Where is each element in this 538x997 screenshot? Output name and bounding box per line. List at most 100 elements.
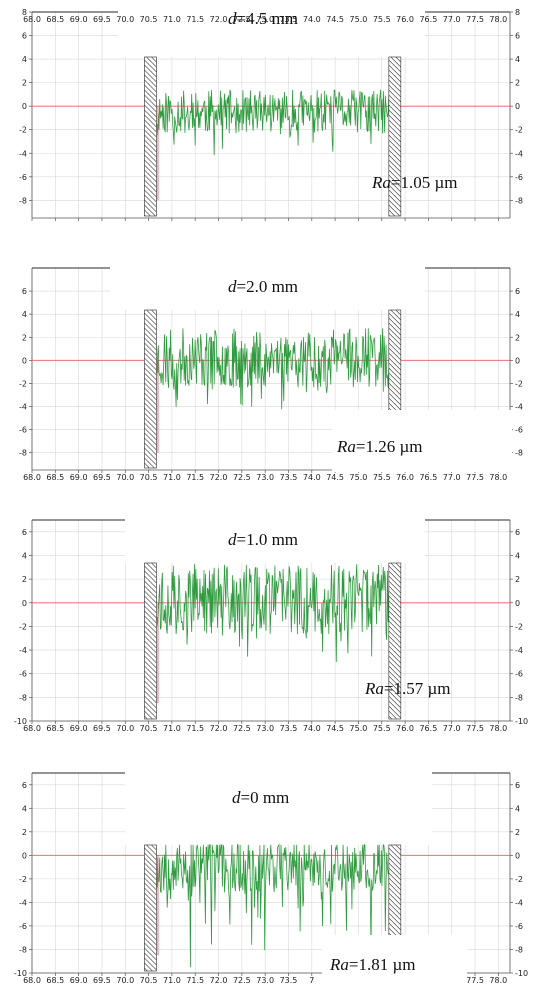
- y-tick-label-left: -10: [14, 717, 27, 726]
- x-tick-label: 75.0: [350, 473, 368, 482]
- y-tick-label-right: 2: [515, 575, 520, 584]
- hatch-stroke: [388, 665, 402, 679]
- x-tick-label: 72.5: [233, 724, 251, 733]
- blank-region: [110, 265, 425, 310]
- hatch-stroke: [144, 645, 157, 659]
- hatch-stroke: [144, 79, 157, 93]
- hatch-stroke: [144, 109, 157, 123]
- hatch-stroke: [144, 204, 156, 217]
- hatch-stroke: [388, 119, 402, 133]
- y-tick-label-left: -8: [19, 449, 27, 458]
- hatch-stroke: [388, 857, 402, 871]
- hatch-stroke: [388, 872, 402, 886]
- x-tick-label: 71.5: [186, 15, 204, 24]
- hatch-stroke: [151, 562, 157, 569]
- x-tick-label: 77.0: [443, 473, 461, 482]
- title-variable: d: [228, 277, 237, 296]
- hatch-stroke: [388, 214, 391, 217]
- hatch-stroke: [388, 922, 402, 936]
- hatch-stroke: [388, 184, 402, 198]
- y-tick-label-right: 4: [515, 310, 520, 319]
- hatch-stroke: [144, 214, 146, 217]
- x-tick-label: 73.0: [256, 473, 274, 482]
- surface-profile-line: [156, 564, 390, 663]
- x-tick-label: 74.5: [326, 724, 344, 733]
- x-tick-label: 74.5: [326, 15, 344, 24]
- hatch-stroke: [144, 912, 157, 926]
- hatch-stroke: [146, 56, 157, 68]
- y-tick-label-right: 2: [515, 333, 520, 342]
- hatch-stroke: [388, 847, 402, 861]
- hatch-stroke: [144, 942, 157, 956]
- y-tick-label-left: -6: [19, 670, 27, 679]
- y-tick-label-right: -10: [515, 717, 528, 726]
- hatch-stroke: [144, 595, 157, 609]
- y-tick-label-left: -4: [19, 646, 27, 655]
- hatch-stroke: [388, 620, 402, 634]
- hatch-stroke: [144, 580, 157, 594]
- hatch-stroke: [388, 660, 402, 674]
- hatch-stroke: [388, 655, 402, 669]
- x-tick-label: 70.5: [140, 15, 158, 24]
- hatch-stroke: [144, 84, 157, 98]
- x-tick-label: 77.0: [443, 15, 461, 24]
- y-tick-label-right: -4: [515, 403, 523, 412]
- x-tick-label: 72.5: [233, 473, 251, 482]
- hatch-stroke: [144, 317, 157, 331]
- hatch-stroke: [388, 862, 402, 876]
- hatch-stroke: [144, 700, 157, 714]
- hatch-stroke: [144, 635, 157, 649]
- y-tick-label-left: 4: [22, 310, 27, 319]
- hatch-stroke: [144, 610, 157, 624]
- surface-profile-line: [156, 328, 390, 410]
- hatch-stroke: [390, 56, 402, 68]
- right-edge-hatch: [388, 562, 402, 720]
- hatch-stroke: [388, 585, 402, 599]
- hatch-stroke: [144, 665, 157, 679]
- hatch-stroke: [144, 695, 157, 709]
- hatch-stroke: [388, 902, 402, 916]
- hatch-stroke: [388, 89, 402, 103]
- hatch-stroke: [388, 109, 402, 123]
- hatch-stroke: [144, 104, 157, 118]
- ra-variable: Ra: [364, 679, 384, 698]
- hatch-stroke: [388, 312, 402, 326]
- hatch-stroke: [388, 362, 402, 376]
- hatch-stroke: [146, 562, 157, 574]
- y-tick-label-left: 2: [22, 333, 27, 342]
- y-tick-label-left: -2: [19, 622, 27, 631]
- hatch-stroke: [144, 852, 157, 866]
- x-tick-label: 77.0: [443, 724, 461, 733]
- hatch-stroke: [144, 59, 157, 73]
- hatch-stroke: [388, 877, 402, 891]
- ra-variable: Ra: [329, 955, 349, 974]
- y-tick-label-left: -6: [19, 922, 27, 931]
- x-tick-label: 69.5: [93, 473, 111, 482]
- y-tick-label-right: -10: [515, 969, 528, 978]
- panel-title: d=1.0 mm: [228, 530, 298, 549]
- hatch-stroke: [144, 962, 153, 972]
- hatch-stroke: [395, 844, 402, 851]
- chart-panel-1: 8 8 6 6 4 4 2 2 0 0 -2 -2 -4 -4 -6 -6 -8 -8 68.0 68.5 69.0 69…: [19, 8, 523, 221]
- hatch-stroke: [146, 844, 157, 856]
- hatch-stroke: [388, 114, 402, 128]
- hatch-stroke: [388, 892, 402, 906]
- hatch-stroke: [144, 575, 157, 589]
- y-tick-label-left: -2: [19, 379, 27, 388]
- hatch-stroke: [144, 715, 148, 720]
- title-value: =0 mm: [241, 788, 290, 807]
- x-tick-label: 77.5: [466, 15, 484, 24]
- hatch-stroke: [144, 149, 157, 163]
- hatch-stroke: [144, 887, 157, 901]
- hatch-stroke: [388, 352, 402, 366]
- y-tick-label-left: -2: [19, 875, 27, 884]
- x-tick-label: 72.0: [210, 724, 228, 733]
- hatch-stroke: [144, 565, 157, 579]
- hatch-stroke: [144, 600, 157, 614]
- y-tick-label-right: 6: [515, 287, 520, 296]
- hatch-stroke: [144, 427, 157, 441]
- hatch-stroke: [144, 194, 157, 208]
- y-tick-label-left: 6: [22, 287, 27, 296]
- blank-region: [125, 770, 432, 845]
